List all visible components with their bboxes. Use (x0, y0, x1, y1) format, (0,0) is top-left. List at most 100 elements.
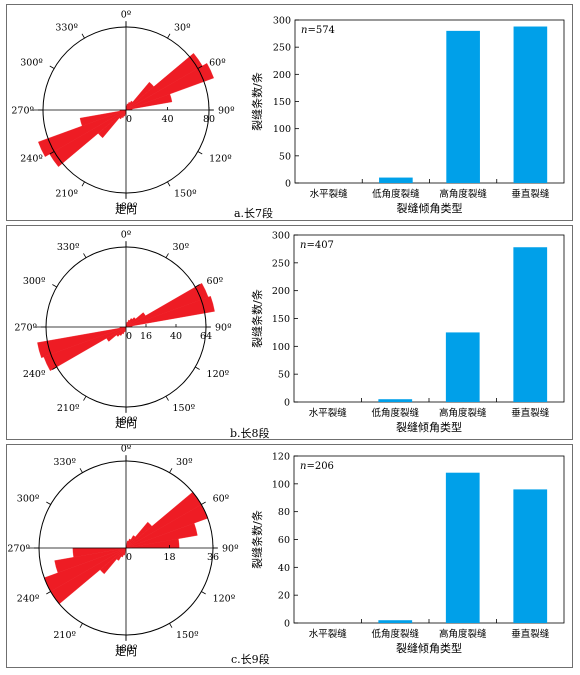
rose-angle-label: 90º (222, 544, 239, 555)
y-tick-label: 0 (285, 179, 291, 190)
rose-angle-tick (197, 65, 203, 69)
rose-angle-tick (81, 181, 85, 187)
rose-angle-label: 60º (207, 276, 224, 287)
rose-scale-label: 80 (203, 114, 215, 125)
rose-angle-label: 210º (53, 630, 76, 641)
rose-angle-label: 240º (23, 369, 46, 380)
panel-a: 0º 30º 60º 90º 120º 150º 180º 210º 240º 270º 300º 3… (6, 4, 573, 221)
y-axis-title: 裂缝条数/条 (250, 72, 264, 131)
rose-angle-label: 240º (17, 594, 40, 605)
rose-petal (125, 296, 215, 328)
rose-angle-tick (52, 366, 57, 370)
sample-size-symbol: n (300, 461, 306, 472)
rose-angle-tick (195, 284, 200, 288)
x-tick-label: 水平裂缝 (310, 188, 349, 200)
rose-scale-label: 64 (200, 331, 212, 342)
bar (446, 30, 480, 183)
rose-angle-tick (197, 151, 203, 155)
rose-angle-label: 300º (23, 276, 46, 287)
rose-petal (37, 326, 127, 358)
bar-chart-b: 0 50 100 150 200 250 300 水平裂缝 低角度裂缝 高角度裂缝 垂直裂缝 n=40… (250, 231, 565, 434)
rose-angle-label: 120º (207, 369, 230, 380)
x-tick-label: 高角度裂缝 (439, 188, 487, 200)
rose-angle-tick (81, 33, 85, 39)
rose-angle-label: 300º (17, 494, 40, 505)
sample-size-label: n=206 (300, 461, 334, 472)
bar (513, 489, 548, 623)
y-tick-label: 150 (273, 97, 291, 108)
rose-angle-label: 150º (174, 189, 197, 200)
y-tick-label: 50 (279, 151, 291, 162)
rose-angle-label: 0º (121, 445, 132, 455)
rose-diagram-c: 0º 30º 60º 90º 120º 150º 180º 210º 240º 270º 300º 3… (7, 445, 239, 658)
x-tick-label: 高角度裂缝 (439, 407, 487, 419)
rose-scale-label: 18 (163, 552, 175, 563)
rose-angle-tick (165, 253, 169, 258)
bar (445, 332, 480, 402)
panel-caption: b.长8段 (230, 427, 270, 440)
rose-diagram-a: 0º 30º 60º 90º 120º 150º 180º 210º 240º 270º 300º 3… (11, 10, 235, 217)
x-tick-label: 低角度裂缝 (372, 188, 420, 200)
rose-angle-label: 270º (7, 544, 30, 555)
x-tick-label: 低角度裂缝 (371, 407, 419, 419)
bar (378, 399, 413, 402)
rose-petal (125, 523, 198, 549)
rose-petal (38, 109, 127, 157)
rose-angle-label: 60º (209, 58, 226, 69)
rose-angle-label: 30º (176, 457, 193, 468)
y-tick-label: 200 (272, 286, 290, 297)
rose-angle-tick (52, 284, 57, 288)
rose-angle-tick (49, 151, 55, 155)
rose-angle-label: 270º (11, 106, 34, 117)
y-tick-label: 100 (272, 342, 290, 353)
rose-angle-tick (79, 623, 83, 628)
rose-scale-label: 40 (170, 331, 182, 342)
sample-size-value: =407 (306, 240, 333, 251)
rose-angle-tick (201, 591, 206, 595)
rose-angle-label: 180º (115, 416, 138, 427)
rose-scale-label: 0 (126, 114, 132, 125)
y-tick-label: 100 (273, 124, 291, 135)
rose-angle-tick (46, 591, 51, 595)
y-tick-label: 40 (278, 563, 290, 574)
rose-angle-tick (167, 33, 171, 39)
x-axis-title: 裂缝倾角类型 (396, 641, 462, 655)
rose-angle-tick (169, 623, 173, 628)
sample-size-symbol: n (301, 25, 307, 36)
rose-angle-label: 30º (173, 242, 190, 253)
x-tick-label: 垂直裂缝 (511, 407, 550, 419)
y-tick-label: 300 (273, 16, 291, 27)
rose-angle-tick (165, 396, 169, 401)
rose-angle-label: 210º (55, 189, 78, 200)
x-tick-label: 水平裂缝 (309, 628, 348, 640)
sample-size-value: =574 (307, 25, 334, 36)
rose-petal (79, 109, 127, 127)
y-tick-label: 20 (278, 591, 290, 602)
rose-scale-label: 16 (140, 331, 152, 342)
sample-size-value: =206 (306, 461, 333, 472)
rose-angle-label: 120º (209, 154, 232, 165)
rose-angle-label: 240º (20, 154, 43, 165)
y-tick-label: 200 (273, 70, 291, 81)
sample-size-label: n=574 (301, 25, 335, 36)
y-tick-label: 60 (278, 535, 290, 546)
rose-strike-label: 走向 (115, 202, 137, 216)
rose-angle-label: 0º (121, 10, 132, 21)
x-tick-label: 垂直裂缝 (511, 628, 550, 640)
rose-angle-label: 30º (174, 22, 191, 33)
bar (513, 26, 548, 183)
x-tick-label: 垂直裂缝 (511, 188, 550, 200)
rose-strike-label: 走向 (115, 644, 137, 658)
panel-caption: c.长9段 (231, 653, 270, 666)
rose-angle-label: 180º (115, 202, 138, 213)
rose-angle-label: 330º (57, 242, 80, 253)
rose-angle-label: 120º (213, 594, 236, 605)
rose-angle-label: 270º (14, 323, 37, 334)
panel-caption: a.长7段 (234, 207, 274, 220)
rose-angle-label: 150º (176, 630, 199, 641)
rose-angle-label: 90º (218, 106, 235, 117)
y-axis-title: 裂缝条数/条 (250, 289, 264, 348)
rose-angle-label: 330º (53, 457, 76, 468)
rose-angle-label: 60º (213, 494, 230, 505)
y-tick-label: 120 (272, 452, 290, 463)
